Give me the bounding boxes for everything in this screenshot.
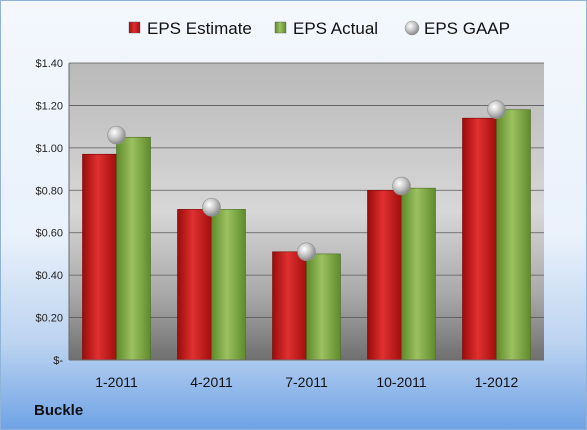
bar-eps-actual — [401, 187, 436, 361]
legend-label: EPS GAAP — [424, 19, 510, 38]
gaap-points — [107, 100, 506, 262]
legend-swatch — [274, 21, 287, 34]
x-tick-label: 4-2011 — [190, 374, 233, 390]
company-label: Buckle — [34, 402, 84, 419]
bar-eps-actual — [211, 209, 246, 361]
x-axis: 1-2011 4-2011 7-2011 10-2011 1-2012 — [69, 359, 544, 390]
x-tick-label: 10-2011 — [376, 374, 427, 390]
bar-eps-estimate — [82, 153, 117, 361]
legend-label: EPS Estimate — [147, 19, 252, 38]
y-axis: $- $0.20 $0.40 $0.60 $0.80 $1.00 $1.20 $1.40 — [35, 58, 70, 367]
y-tick-label: $0.20 — [35, 313, 63, 325]
bar-eps-actual — [116, 136, 151, 361]
x-tick-label: 1-2012 — [475, 374, 519, 390]
y-tick-label: $1.00 — [35, 143, 63, 155]
point-eps-gaap — [297, 242, 316, 262]
y-tick-label: $1.20 — [35, 100, 63, 112]
bar-eps-estimate — [367, 189, 402, 361]
bars — [82, 109, 531, 361]
y-tick-label: $- — [53, 355, 63, 367]
point-eps-gaap — [392, 176, 411, 196]
bar-eps-actual — [306, 253, 341, 361]
point-eps-gaap — [487, 100, 506, 119]
x-tick-label: 7-2011 — [285, 374, 328, 390]
bar-eps-actual — [496, 109, 531, 361]
y-tick-label: $1.40 — [35, 58, 63, 70]
legend-label: EPS Actual — [293, 19, 378, 38]
bar-eps-estimate — [177, 209, 212, 361]
y-tick-label: $0.40 — [35, 270, 63, 282]
legend: EPS Estimate EPS Actual EPS GAAP — [128, 19, 510, 38]
point-eps-gaap — [107, 125, 126, 145]
legend-swatch — [128, 21, 141, 34]
point-eps-gaap — [202, 197, 221, 217]
x-tick-label: 1-2011 — [95, 374, 138, 390]
y-tick-label: $0.80 — [35, 185, 63, 197]
bar-eps-estimate — [462, 117, 497, 361]
legend-swatch — [404, 20, 420, 36]
bar-eps-estimate — [272, 251, 307, 361]
y-tick-label: $0.60 — [35, 228, 63, 240]
